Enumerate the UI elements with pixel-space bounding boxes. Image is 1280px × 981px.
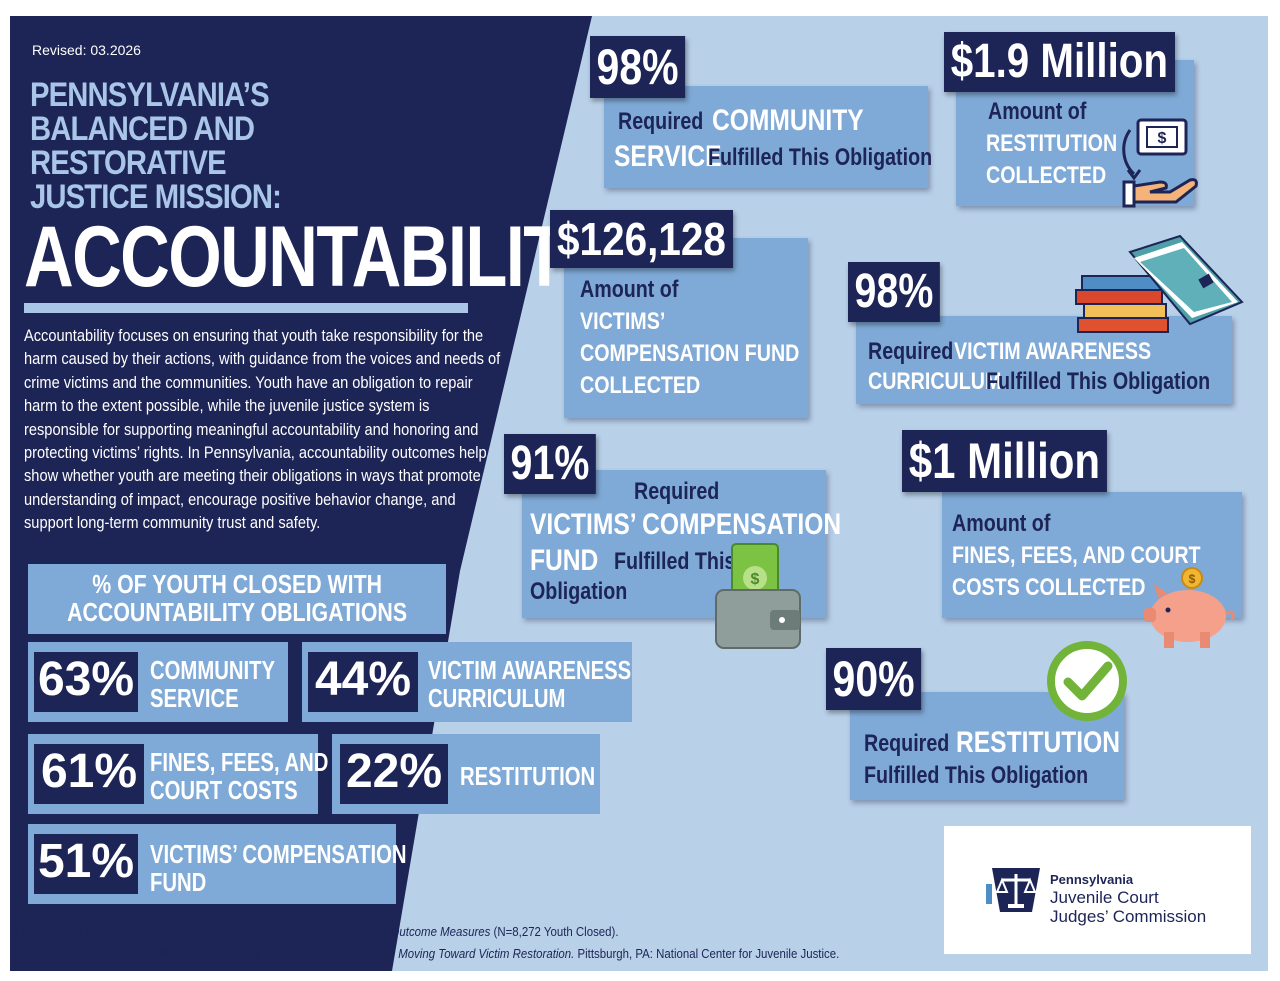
svg-text:$: $ [1158, 130, 1167, 147]
navy-panel [10, 16, 592, 971]
page-title: ACCOUNTABILITY [24, 209, 610, 305]
label-victim-awareness: VICTIM AWARENESS CURRICULUM [428, 655, 632, 713]
required-label: Required [634, 478, 720, 505]
title-underline [24, 303, 468, 313]
resource-note: Resource: Bender, V., King, M, Torbet, P… [16, 946, 840, 961]
pct-fines: 61% [34, 744, 144, 804]
keystone-scales-icon [986, 868, 1040, 912]
community-label: COMMUNITY [712, 104, 864, 137]
required-label: Required [864, 730, 950, 757]
youth-closed-heading-box: % OF YOUTH CLOSED WITH ACCOUNTABILITY OB… [28, 564, 446, 634]
stat-restitution-collected-card: Amount of RESTITUTION COLLECTED $ [956, 60, 1198, 208]
youth-closed-heading: % OF YOUTH CLOSED WITH ACCOUNTABILITY OB… [67, 569, 408, 627]
fulfilled-label: Fulfilled This Obligation [708, 144, 933, 171]
costs-label: COSTS COLLECTED [952, 574, 1146, 601]
amount-of-label: Amount of [952, 510, 1051, 537]
victims-comp-label: VICTIMS’ COMPENSATION [530, 508, 842, 541]
stat-value: 98% [848, 262, 940, 322]
comp-fund-label: COMPENSATION FUND [580, 340, 800, 367]
stat-value: $1 Million [902, 430, 1107, 492]
label-fines: FINES, FEES, AND COURT COSTS [150, 747, 329, 805]
restitution-label: RESTITUTION [956, 726, 1120, 759]
stat-value: 98% [590, 36, 686, 98]
pct-victims-comp: 51% [34, 834, 138, 894]
list-item: 51% VICTIMS’ COMPENSATION FUND [28, 824, 407, 904]
pct-victim-awareness: 44% [308, 652, 418, 712]
label-community-service: COMMUNITY SERVICE [150, 655, 276, 713]
required-label: Required [868, 338, 954, 365]
list-item: 61% FINES, FEES, AND COURT COSTS [28, 734, 328, 814]
pct-restitution: 22% [340, 744, 448, 804]
curriculum-label: CURRICULUM [868, 368, 1002, 395]
service-label: SERVICE [614, 140, 722, 173]
pct-community-service: 63% [34, 652, 138, 712]
obligation-label: Obligation [530, 578, 628, 605]
stat-victim-awareness-card: Required VICTIM AWARENESS CURRICULUM Ful… [856, 316, 1232, 404]
list-item: 44% VICTIM AWARENESS CURRICULUM [302, 642, 632, 722]
piggy-bank-icon: $ [1144, 567, 1235, 648]
fines-label: FINES, FEES, AND COURT [952, 542, 1201, 569]
stat-value: 90% [826, 648, 922, 710]
amount-of-label: Amount of [580, 276, 679, 303]
stat-value: 91% [504, 434, 596, 494]
fund-label: FUND [530, 544, 599, 577]
stat-community-service-card: Required COMMUNITY SERVICE Fulfilled Thi… [604, 86, 932, 188]
revised-date: Revised: 03.2026 [32, 42, 141, 58]
victims-label: VICTIMS’ [580, 308, 666, 335]
svg-text:$: $ [751, 571, 760, 588]
label-restitution: RESTITUTION [460, 761, 596, 791]
books-icon [1075, 234, 1244, 333]
stat-value: $1.9 Million [944, 32, 1175, 92]
fulfilled-label: Fulfilled This Obligation [986, 368, 1211, 395]
mission-heading: PENNSYLVANIA’S BALANCED AND RESTORATIVE … [30, 76, 282, 216]
stat-value: $126,128 [550, 210, 733, 268]
infographic: Revised: 03.2026 PENNSYLVANIA’S BALANCED… [10, 16, 1268, 971]
label-victims-comp: VICTIMS’ COMPENSATION FUND [150, 839, 407, 897]
wallet-icon: $ [715, 543, 801, 649]
intro-paragraph: Accountability focuses on ensuring that … [24, 326, 501, 533]
svg-text:$: $ [1189, 572, 1196, 586]
required-label: Required [618, 108, 704, 135]
stat-victims-comp-collected-card: Amount of VICTIMS’ COMPENSATION FUND COL… [564, 238, 808, 418]
money-hand-icon: $ [1122, 118, 1198, 208]
logo-text: Pennsylvania Juvenile Court Judges’ Comm… [1050, 872, 1207, 926]
list-item: 63% COMMUNITY SERVICE [28, 642, 288, 722]
collected-label: COLLECTED [986, 162, 1107, 189]
amount-of-label: Amount of [988, 98, 1087, 125]
jcjc-logo: Pennsylvania Juvenile Court Judges’ Comm… [944, 826, 1251, 954]
victim-awareness-label: VICTIM AWARENESS [954, 338, 1152, 365]
checkmark-icon [1047, 641, 1127, 721]
fulfilled-label: Fulfilled This [614, 548, 736, 575]
fulfilled-label: Fulfilled This Obligation [864, 762, 1089, 789]
list-item: 22% RESTITUTION [332, 734, 600, 814]
collected-label: COLLECTED [580, 372, 701, 399]
restitution-label: RESTITUTION [986, 130, 1118, 157]
data-note: Note: Data Is from 2025 Pennsylvania Juv… [16, 924, 619, 939]
